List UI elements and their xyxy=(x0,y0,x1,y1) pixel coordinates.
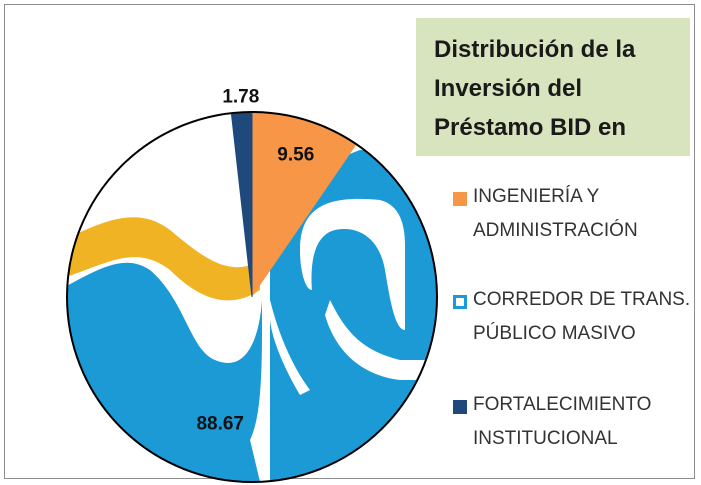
legend-swatch xyxy=(453,192,467,206)
data-label: 9.56 xyxy=(277,145,314,166)
chart-title: Distribución de la Inversión del Préstam… xyxy=(416,18,690,156)
legend-swatch xyxy=(453,400,467,414)
data-label: 88.67 xyxy=(196,413,244,434)
legend-swatch xyxy=(453,295,467,309)
data-label: 1.78 xyxy=(222,87,259,108)
legend-label: FORTALECIMIENTO INSTITUCIONAL xyxy=(473,388,695,456)
legend-label: CORREDOR DE TRANS. PÚBLICO MASIVO xyxy=(473,283,695,351)
legend-label: INGENIERÍA Y ADMINISTRACIÓN xyxy=(473,180,695,248)
